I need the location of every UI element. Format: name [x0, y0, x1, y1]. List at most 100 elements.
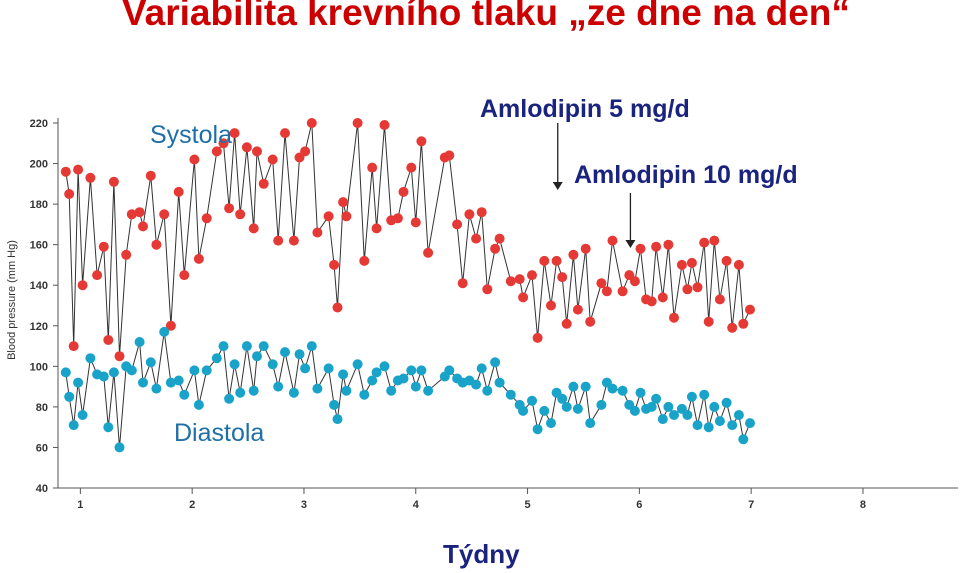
systola-point: [267, 154, 278, 165]
diastola-point: [126, 365, 137, 376]
systola-point: [727, 322, 738, 333]
diastola-point: [151, 383, 162, 394]
diastola-point: [211, 353, 222, 364]
diastola-point: [300, 363, 311, 374]
diastola-point: [398, 373, 409, 384]
systola-point: [410, 217, 421, 228]
diastola-point: [699, 389, 710, 400]
diastola-point: [657, 414, 668, 425]
diastola-point: [134, 337, 145, 347]
diastola-point: [518, 405, 529, 416]
systola-point: [218, 138, 229, 149]
systola-point: [505, 276, 516, 287]
diastola-point: [367, 375, 378, 386]
systola-point: [629, 276, 640, 287]
diastola-point: [138, 377, 148, 388]
diastola-point: [338, 369, 349, 380]
systola-point: [557, 272, 568, 283]
systola-point: [669, 312, 679, 323]
annotation-label: Amlodipin 5 mg/d: [480, 95, 690, 123]
systola-point: [585, 316, 596, 327]
diastola-point: [686, 391, 697, 402]
systola-point: [371, 223, 382, 234]
diastola-point: [505, 389, 516, 400]
systola-point: [532, 332, 543, 343]
systola-point: [699, 237, 710, 248]
systola-point: [607, 235, 618, 246]
systola-point: [92, 270, 103, 281]
systola-point: [151, 239, 162, 250]
annotation-arrowhead: [625, 240, 636, 248]
systola-point: [258, 178, 269, 189]
diastola-point: [651, 393, 662, 404]
diastola-point: [201, 365, 212, 376]
y-tick-label: 220: [30, 118, 48, 130]
diastola-point: [709, 401, 720, 412]
diastola-point: [617, 385, 628, 396]
systola-point: [159, 209, 170, 220]
diastola-point: [714, 416, 725, 427]
series-points: [60, 118, 755, 453]
diastola-point: [596, 399, 607, 410]
systola-point: [235, 209, 246, 220]
x-tick-label: 6: [636, 499, 642, 511]
systola-point: [745, 304, 755, 315]
diastola-point: [273, 381, 284, 392]
diastola-point: [721, 397, 732, 408]
systola-point: [733, 259, 744, 270]
systola-point: [596, 278, 607, 289]
x-tick-label: 2: [189, 499, 195, 511]
systola-line: [65, 122, 751, 357]
systola-point: [392, 213, 403, 224]
diastola-point: [494, 377, 505, 388]
systola-point: [173, 186, 184, 197]
systola-point: [103, 335, 114, 345]
systola-point: [444, 150, 455, 161]
diastola-point: [410, 381, 421, 392]
diastola-point: [114, 442, 125, 453]
diastola-point: [332, 414, 343, 425]
diastola-point: [229, 359, 240, 370]
systola-point: [248, 223, 259, 234]
systola-point: [416, 136, 427, 147]
page-title: Variabilita krevního tlaku „ze dne na de…: [122, 0, 850, 33]
diastola-point: [371, 367, 382, 378]
systola-point: [211, 146, 222, 157]
systola-point: [77, 280, 88, 291]
systola-label: Systola: [150, 121, 232, 149]
systola-point: [546, 300, 556, 311]
systola-point: [179, 270, 190, 281]
diastola-point: [669, 410, 679, 420]
systola-point: [367, 162, 378, 173]
systola-point: [224, 203, 235, 214]
diastola-point: [159, 326, 170, 337]
diastola-point: [224, 393, 235, 404]
x-tick-label: 8: [860, 499, 866, 511]
diastola-point: [165, 377, 176, 388]
diastola-point: [306, 341, 317, 352]
diastola-point: [60, 367, 71, 378]
diastola-point: [73, 377, 84, 388]
diastola-point: [323, 363, 334, 374]
y-tick-label: 200: [30, 159, 48, 171]
x-tick-label: 4: [413, 499, 420, 511]
systola-point: [714, 294, 725, 305]
systola-point: [108, 176, 119, 187]
systola-point: [482, 284, 493, 295]
diastola-point: [108, 367, 119, 378]
diastola-point: [77, 410, 88, 420]
systola-point: [145, 170, 156, 181]
diastola-point: [568, 381, 579, 392]
diastola-point: [572, 403, 583, 414]
diastola-point: [444, 365, 455, 376]
diastola-point: [85, 353, 96, 364]
diastola-point: [241, 341, 252, 352]
diastola-point: [312, 383, 323, 394]
diastola-point: [341, 385, 352, 396]
diastola-point: [406, 365, 417, 376]
x-tick-label: 5: [525, 499, 531, 511]
systola-point: [709, 235, 720, 246]
y-tick-label: 80: [36, 402, 48, 414]
systola-point: [686, 257, 697, 268]
